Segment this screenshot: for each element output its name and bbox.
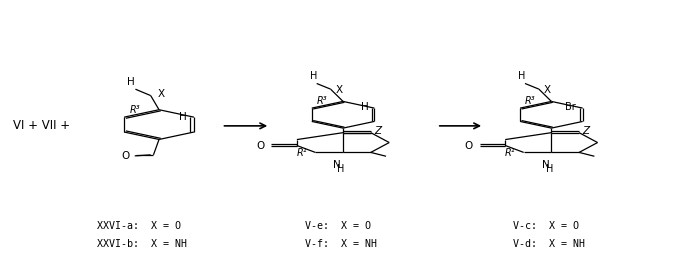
Text: XXVI-a:  X = O: XXVI-a: X = O xyxy=(97,221,181,231)
Text: VI + VII +: VI + VII + xyxy=(13,119,70,132)
Text: H: H xyxy=(309,72,317,81)
Text: V-e:  X = O: V-e: X = O xyxy=(305,221,371,231)
Text: H: H xyxy=(518,72,525,81)
Text: Br: Br xyxy=(565,102,575,112)
Text: N: N xyxy=(542,160,550,170)
Text: Z: Z xyxy=(582,125,589,136)
Text: N: N xyxy=(333,160,341,170)
Text: X: X xyxy=(158,89,164,99)
Text: R³: R³ xyxy=(525,96,536,106)
Text: H: H xyxy=(179,112,187,122)
Text: X: X xyxy=(335,85,342,95)
Text: XXVI-b:  X = NH: XXVI-b: X = NH xyxy=(97,239,186,249)
Text: X: X xyxy=(544,85,551,95)
Text: H: H xyxy=(127,77,135,87)
Text: Z: Z xyxy=(374,125,382,136)
Text: O: O xyxy=(464,140,473,150)
Text: R³: R³ xyxy=(130,105,140,114)
Text: R¹: R¹ xyxy=(505,148,515,158)
Text: H: H xyxy=(361,102,369,112)
Text: V-d:  X = NH: V-d: X = NH xyxy=(513,239,585,249)
Text: R¹: R¹ xyxy=(296,148,307,158)
Text: V-f:  X = NH: V-f: X = NH xyxy=(305,239,377,249)
Text: V-c:  X = O: V-c: X = O xyxy=(513,221,579,231)
Text: H: H xyxy=(545,164,553,174)
Text: O: O xyxy=(256,140,264,150)
Text: R³: R³ xyxy=(316,96,328,106)
Text: O: O xyxy=(121,151,130,161)
Text: H: H xyxy=(337,164,344,174)
